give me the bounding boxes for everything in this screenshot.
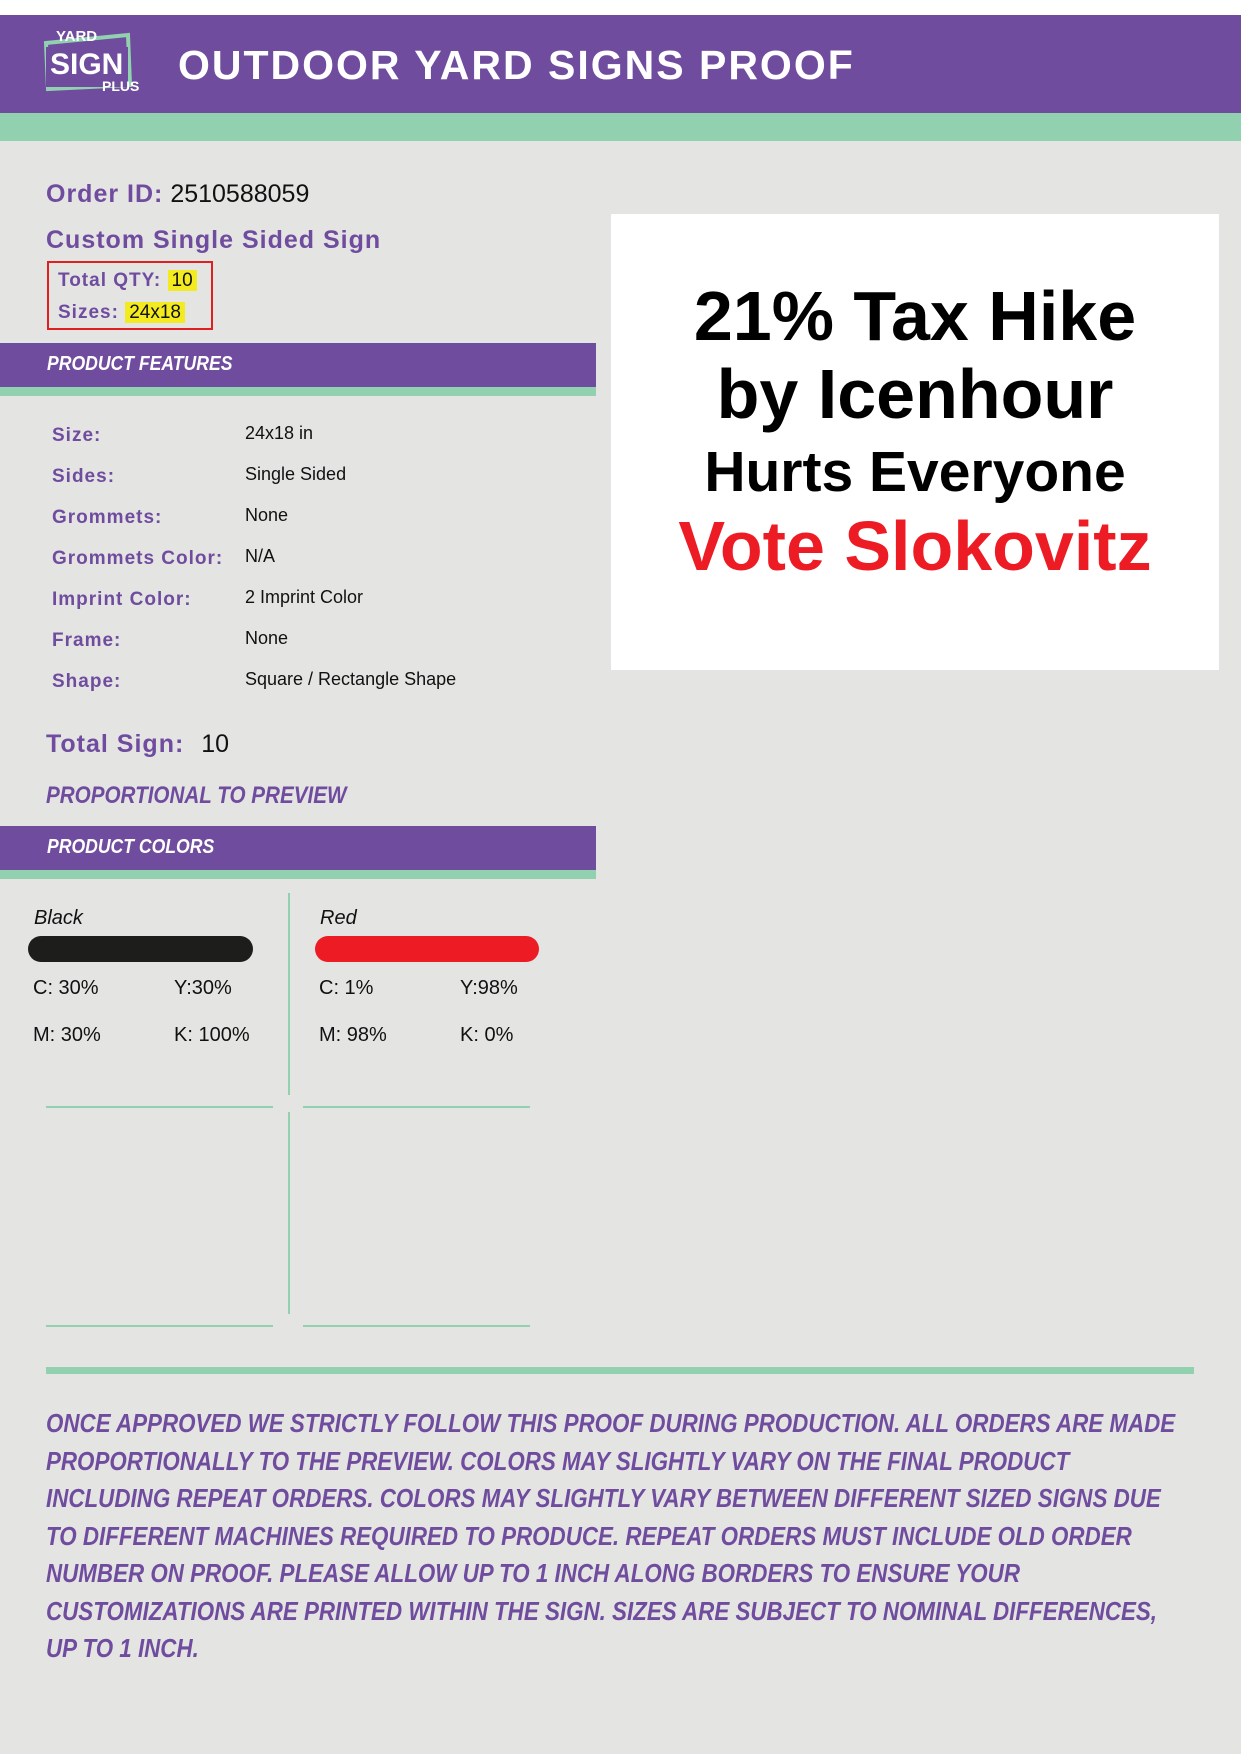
feature-label: Grommets: [52, 507, 163, 528]
total-sign-value: 10 [201, 730, 230, 758]
product-colors-accent [0, 870, 596, 879]
color-name-red: Red [320, 907, 357, 929]
color-swatch-red [315, 936, 539, 962]
feature-value: 24x18 in [245, 423, 314, 443]
top-margin [0, 0, 1241, 15]
order-id-label: Order ID: [46, 180, 164, 208]
product-features-accent [0, 387, 596, 396]
sizes-label: Sizes: [58, 302, 119, 323]
feature-row-shape: Shape: Square / Rectangle Shape [52, 667, 592, 697]
feature-label: Imprint Color: [52, 589, 192, 610]
footer-divider [46, 1367, 1194, 1374]
feature-value: Square / Rectangle Shape [245, 669, 457, 689]
color-name-black: Black [34, 907, 83, 929]
feature-label: Shape: [52, 671, 122, 692]
feature-label: Size: [52, 425, 102, 446]
cmyk-c-red: C: 1% [319, 977, 374, 999]
logo-text-sign: SIGN [50, 48, 123, 81]
product-features-title: PRODUCT FEATURES [47, 353, 233, 375]
feature-value: 2 Imprint Color [245, 587, 364, 607]
color-grid-divider [46, 1325, 273, 1327]
header-bar [0, 15, 1241, 113]
color-grid-divider [46, 1106, 273, 1108]
feature-row-imprint-color: Imprint Color: 2 Imprint Color [52, 585, 592, 615]
product-name: Custom Single Sided Sign [46, 226, 382, 254]
yard-sign-plus-logo: YARD SIGN PLUS [42, 27, 152, 97]
cmyk-m-black: M: 30% [33, 1024, 101, 1046]
color-grid-divider [288, 893, 290, 1095]
sign-line-3: Hurts Everyone [704, 440, 1126, 504]
product-colors-header: PRODUCT COLORS [0, 826, 596, 870]
total-sign-label: Total Sign: [46, 730, 185, 758]
feature-row-grommets: Grommets: None [52, 503, 592, 533]
total-qty-value: 10 [167, 270, 197, 291]
feature-row-grommets-color: Grommets Color: N/A [52, 544, 592, 574]
sign-line-1: 21% Tax Hike [693, 277, 1137, 355]
sign-preview: 21% Tax Hike by Icenhour Hurts Everyone … [611, 214, 1219, 670]
page-title: OUTDOOR YARD SIGNS PROOF [178, 42, 855, 88]
header-accent-stripe [0, 113, 1241, 141]
order-id-value: 2510588059 [170, 180, 310, 208]
proportional-note: PROPORTIONAL TO PREVIEW [46, 782, 347, 809]
sign-line-4: Vote Slokovitz [678, 507, 1152, 585]
order-id: Order ID: 2510588059 [46, 180, 309, 209]
color-swatch-black [28, 936, 253, 962]
feature-value: Single Sided [245, 464, 347, 484]
feature-row-frame: Frame: None [52, 626, 592, 656]
sizes-row: Sizes: 24x18 [58, 302, 185, 324]
total-qty-label: Total QTY: [58, 270, 162, 291]
feature-value: None [245, 628, 289, 648]
feature-label: Sides: [52, 466, 116, 487]
cmyk-y-black: Y:30% [174, 977, 232, 999]
cmyk-m-red: M: 98% [319, 1024, 387, 1046]
sizes-value: 24x18 [125, 302, 185, 323]
product-colors-title: PRODUCT COLORS [47, 836, 215, 858]
total-sign: Total Sign: 10 [46, 730, 229, 759]
cmyk-c-black: C: 30% [33, 977, 99, 999]
product-features-header: PRODUCT FEATURES [0, 343, 596, 387]
cmyk-k-red: K: 0% [460, 1024, 514, 1046]
cmyk-y-red: Y:98% [460, 977, 518, 999]
feature-label: Frame: [52, 630, 122, 651]
logo-text-plus: PLUS [102, 78, 139, 94]
total-qty-row: Total QTY: 10 [58, 270, 197, 292]
disclaimer-text: ONCE APPROVED WE STRICTLY FOLLOW THIS PR… [46, 1408, 1176, 1663]
logo-mark: YARD SIGN PLUS [43, 28, 139, 94]
feature-row-sides: Sides: Single Sided [52, 462, 592, 492]
feature-label: Grommets Color: [52, 548, 224, 569]
feature-value: N/A [245, 546, 276, 566]
color-grid-divider [303, 1325, 530, 1327]
color-grid-divider [303, 1106, 530, 1108]
sign-line-2: by Icenhour [716, 355, 1114, 433]
cmyk-k-black: K: 100% [174, 1024, 250, 1046]
quantity-box: Total QTY: 10 Sizes: 24x18 [47, 261, 213, 330]
feature-value: None [245, 505, 289, 525]
feature-row-size: Size: 24x18 in [52, 421, 592, 451]
logo-text-yard: YARD [56, 28, 97, 45]
color-grid-divider [288, 1112, 290, 1314]
